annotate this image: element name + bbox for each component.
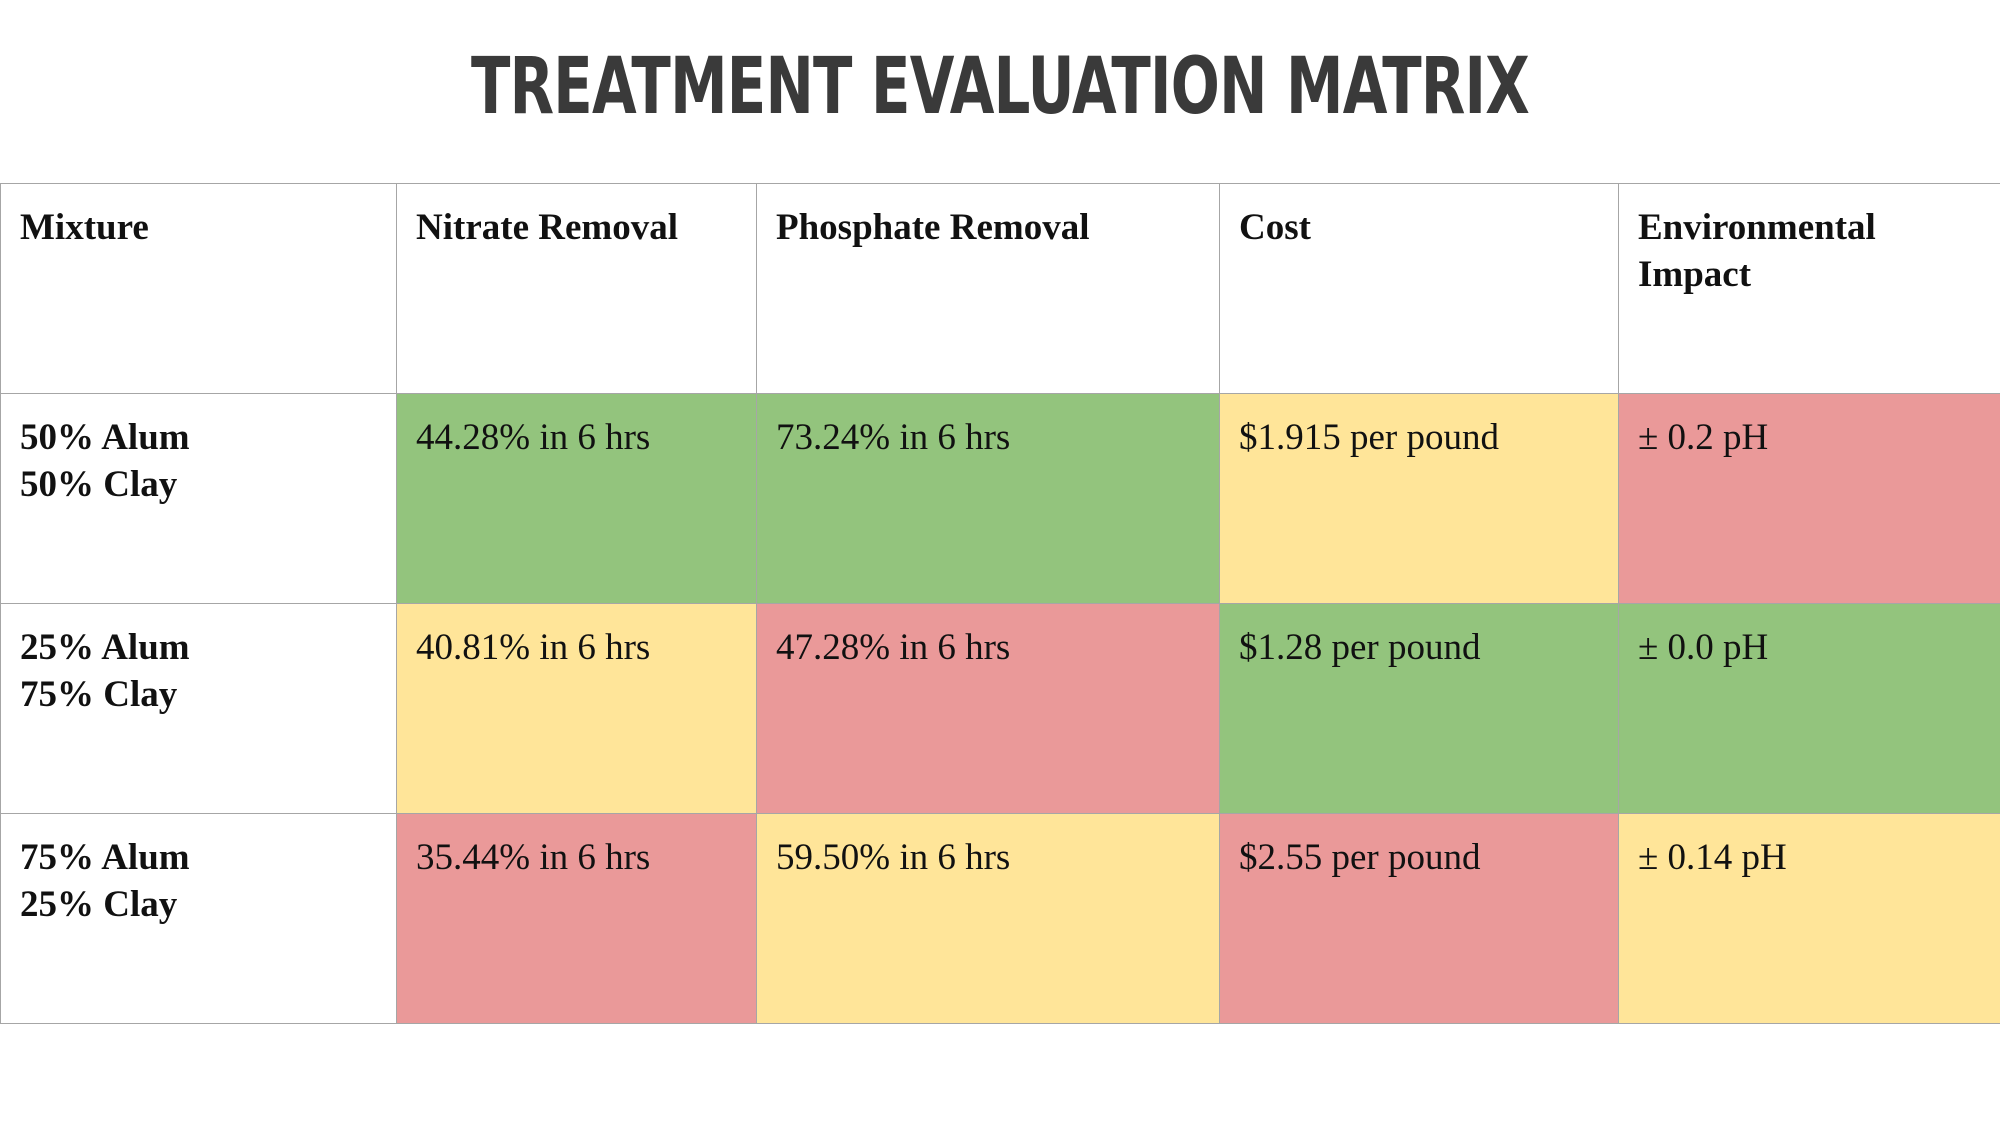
environmental-impact-cell: ± 0.0 pH: [1618, 603, 2000, 814]
environmental-impact-cell: ± 0.14 pH: [1618, 813, 2000, 1024]
nitrate-removal-cell: 44.28% in 6 hrs: [396, 393, 757, 604]
nitrate-removal-cell: 35.44% in 6 hrs: [396, 813, 757, 1024]
header-cost: Cost: [1219, 183, 1619, 394]
header-row: Mixture Nitrate Removal Phosphate Remova…: [0, 183, 2000, 394]
mixture-line-clay: 75% Clay: [20, 674, 178, 715]
page-title: TREATMENT EVALUATION MATRIX: [470, 42, 1530, 132]
cost-cell: $1.915 per pound: [1219, 393, 1619, 604]
phosphate-removal-cell: 73.24% in 6 hrs: [756, 393, 1220, 604]
cost-cell: $2.55 per pound: [1219, 813, 1619, 1024]
header-mixture: Mixture: [0, 183, 397, 394]
mixture-cell: 25% Alum 75% Clay: [0, 603, 397, 814]
cost-cell: $1.28 per pound: [1219, 603, 1619, 814]
table-row: 75% Alum 25% Clay 35.44% in 6 hrs 59.50%…: [0, 813, 2000, 1024]
table-row: 25% Alum 75% Clay 40.81% in 6 hrs 47.28%…: [0, 603, 2000, 814]
header-environmental-impact: Environmental Impact: [1618, 183, 2000, 394]
mixture-line-alum: 50% Alum: [20, 417, 190, 458]
environmental-impact-cell: ± 0.2 pH: [1618, 393, 2000, 604]
mixture-cell: 75% Alum 25% Clay: [0, 813, 397, 1024]
header-nitrate-removal: Nitrate Removal: [396, 183, 757, 394]
phosphate-removal-cell: 59.50% in 6 hrs: [756, 813, 1220, 1024]
mixture-line-clay: 25% Clay: [20, 884, 178, 925]
mixture-line-alum: 75% Alum: [20, 837, 190, 878]
mixture-cell: 50% Alum 50% Clay: [0, 393, 397, 604]
mixture-line-clay: 50% Clay: [20, 464, 178, 505]
phosphate-removal-cell: 47.28% in 6 hrs: [756, 603, 1220, 814]
evaluation-matrix-table: Mixture Nitrate Removal Phosphate Remova…: [0, 183, 2000, 1024]
mixture-line-alum: 25% Alum: [20, 627, 190, 668]
header-phosphate-removal: Phosphate Removal: [756, 183, 1220, 394]
nitrate-removal-cell: 40.81% in 6 hrs: [396, 603, 757, 814]
table-row: 50% Alum 50% Clay 44.28% in 6 hrs 73.24%…: [0, 393, 2000, 604]
